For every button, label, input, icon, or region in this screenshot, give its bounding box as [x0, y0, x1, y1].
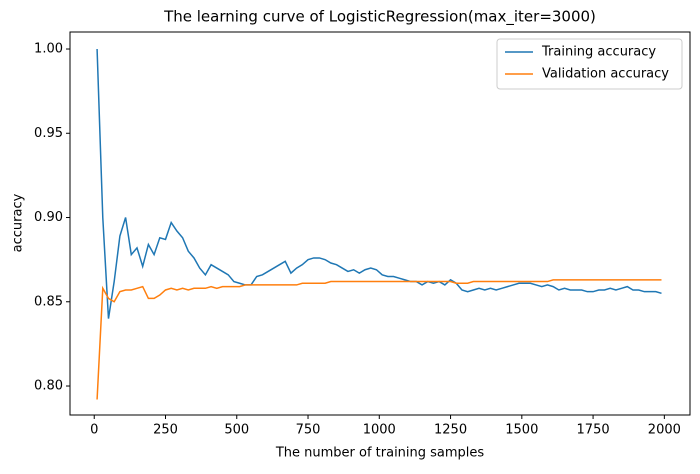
y-axis-label: accuracy: [11, 193, 26, 252]
y-tick-label: 0.85: [34, 294, 63, 309]
legend-label: Training accuracy: [541, 45, 656, 60]
x-tick-label: 250: [153, 423, 178, 438]
y-tick-label: 1.00: [34, 42, 63, 57]
y-tick-label: 0.80: [34, 379, 63, 394]
x-tick-label: 2000: [648, 423, 681, 438]
x-tick-label: 1500: [505, 423, 538, 438]
data-line: [96, 48, 662, 319]
x-tick-label: 1750: [577, 423, 610, 438]
x-tick-label: 0: [90, 423, 98, 438]
chart-title: The learning curve of LogisticRegression…: [163, 8, 596, 27]
y-tick-label: 0.90: [34, 210, 63, 225]
legend-label: Validation accuracy: [542, 67, 669, 82]
data-line: [96, 279, 662, 400]
axes-frame: [69, 31, 691, 416]
x-tick-label: 500: [224, 423, 249, 438]
x-tick-label: 1000: [363, 423, 396, 438]
x-axis-label: The number of training samples: [275, 446, 485, 461]
x-tick-label: 1250: [434, 423, 467, 438]
legend-box: [496, 38, 683, 90]
x-tick-label: 750: [296, 423, 321, 438]
y-tick-label: 0.95: [34, 126, 63, 141]
